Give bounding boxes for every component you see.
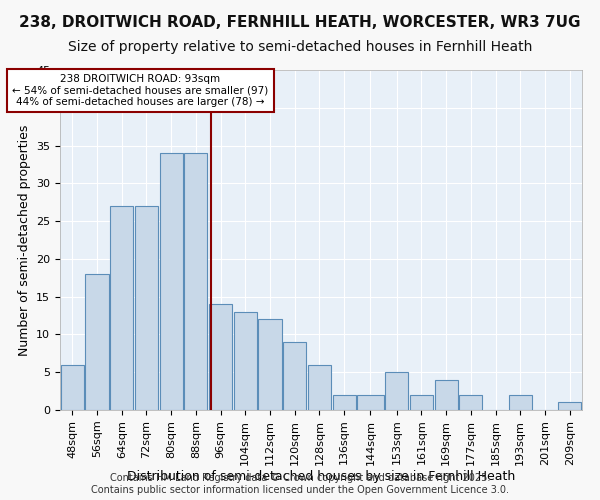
- Bar: [234, 312, 257, 410]
- Bar: [332, 395, 356, 410]
- Bar: [85, 274, 109, 410]
- Y-axis label: Number of semi-detached properties: Number of semi-detached properties: [17, 124, 31, 356]
- Text: Contains HM Land Registry data © Crown copyright and database right 2025.
Contai: Contains HM Land Registry data © Crown c…: [91, 474, 509, 495]
- Bar: [509, 395, 532, 410]
- Bar: [259, 320, 281, 410]
- Bar: [160, 153, 183, 410]
- Text: Size of property relative to semi-detached houses in Fernhill Heath: Size of property relative to semi-detach…: [68, 40, 532, 54]
- Bar: [61, 364, 84, 410]
- Bar: [410, 395, 433, 410]
- Bar: [135, 206, 158, 410]
- Bar: [385, 372, 408, 410]
- Bar: [434, 380, 458, 410]
- Text: 238, DROITWICH ROAD, FERNHILL HEATH, WORCESTER, WR3 7UG: 238, DROITWICH ROAD, FERNHILL HEATH, WOR…: [19, 15, 581, 30]
- Bar: [209, 304, 232, 410]
- Bar: [308, 364, 331, 410]
- Bar: [357, 395, 383, 410]
- Bar: [283, 342, 307, 410]
- Bar: [184, 153, 208, 410]
- Bar: [459, 395, 482, 410]
- Bar: [110, 206, 133, 410]
- X-axis label: Distribution of semi-detached houses by size in Fernhill Heath: Distribution of semi-detached houses by …: [127, 470, 515, 484]
- Bar: [558, 402, 581, 410]
- Text: 238 DROITWICH ROAD: 93sqm
← 54% of semi-detached houses are smaller (97)
44% of : 238 DROITWICH ROAD: 93sqm ← 54% of semi-…: [12, 74, 268, 107]
